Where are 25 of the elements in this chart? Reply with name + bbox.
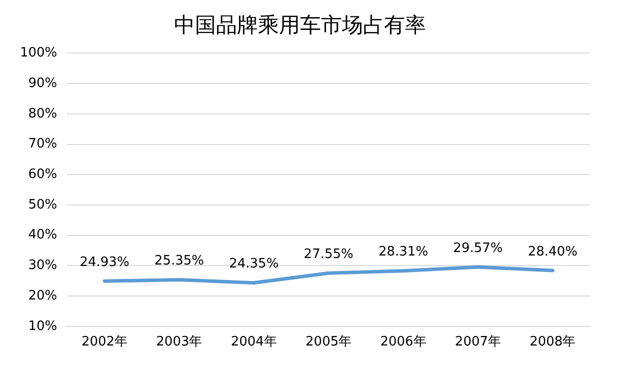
chart-title: 中国品牌乘用车市场占有率	[174, 13, 426, 38]
y-tick-label: 70%	[28, 136, 58, 152]
data-label: 27.55%	[304, 247, 354, 262]
data-label: 28.40%	[528, 244, 578, 260]
y-tick-label: 50%	[28, 197, 58, 212]
y-tick-label: 20%	[28, 288, 58, 304]
y-tick-label: 10%	[28, 318, 58, 334]
data-label: 24.35%	[229, 256, 279, 272]
x-tick-label: 2008年	[530, 334, 576, 350]
y-tick-label: 30%	[28, 258, 58, 274]
x-tick-label: 2005年	[306, 334, 352, 350]
data-label: 29.57%	[453, 240, 503, 256]
y-tick-label: 40%	[28, 228, 58, 243]
x-tick-label: 2004年	[230, 334, 277, 350]
y-tick-label: 90%	[28, 76, 58, 91]
y-tick-label: 80%	[28, 106, 58, 122]
data-label: 25.35%	[154, 254, 204, 269]
x-tick-label: 2002年	[81, 334, 128, 350]
data-label: 24.93%	[80, 254, 130, 270]
y-tick-label: 100%	[20, 46, 58, 61]
data-label: 28.31%	[378, 244, 428, 260]
x-tick-label: 2007年	[454, 334, 502, 350]
x-tick-label: 2003年	[156, 334, 202, 350]
x-tick-label: 2006年	[380, 334, 426, 350]
y-tick-label: 60%	[28, 166, 58, 182]
